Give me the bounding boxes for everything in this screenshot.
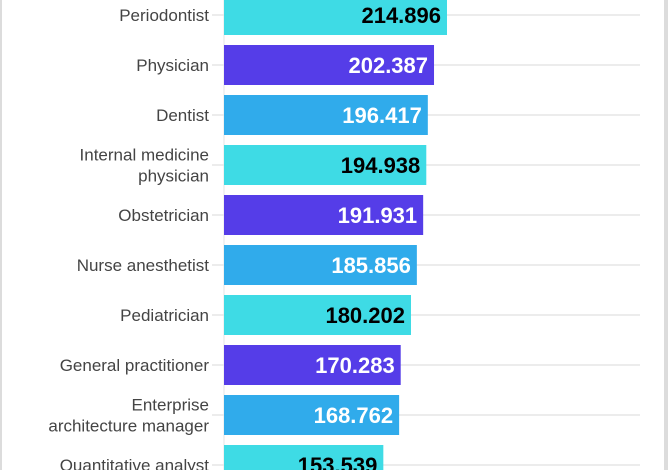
value-label: 191.931 [338, 203, 418, 228]
value-label: 194.938 [341, 153, 421, 178]
category-label: Dentist [156, 106, 209, 125]
category-label: Nurse anesthetist [77, 256, 210, 275]
category-label-line: Obstetrician [118, 206, 209, 225]
category-label-line: Periodontist [119, 6, 209, 25]
bar [224, 345, 401, 385]
bar [224, 295, 411, 335]
category-label-line: Nurse anesthetist [77, 256, 210, 275]
bar [224, 195, 424, 235]
bar [224, 445, 384, 470]
category-label: Quantitative analyst [60, 456, 210, 470]
bar [224, 395, 400, 435]
category-label-line: physician [138, 167, 209, 186]
category-label-line: Dentist [156, 106, 209, 125]
bar [224, 45, 435, 85]
category-label-line: architecture manager [48, 417, 209, 436]
category-label: Physician [136, 56, 209, 75]
bar [224, 95, 428, 135]
value-label: 185.856 [331, 253, 411, 278]
value-label: 168.762 [314, 403, 394, 428]
category-label: Periodontist [119, 6, 209, 25]
value-label: 214.896 [361, 3, 441, 28]
value-label: 202.387 [348, 53, 428, 78]
category-label-line: Internal medicine [80, 146, 209, 165]
category-label-line: Quantitative analyst [60, 456, 210, 470]
category-label: Obstetrician [118, 206, 209, 225]
bar [224, 145, 427, 185]
category-label-line: Enterprise [132, 396, 209, 415]
bar [224, 245, 417, 285]
category-label: General practitioner [60, 356, 210, 375]
category-label-line: Pediatrician [120, 306, 209, 325]
category-label: Internal medicine physician [80, 146, 209, 186]
value-label: 196.417 [342, 103, 422, 128]
category-label: Enterprise architecture manager [48, 396, 209, 436]
category-label-line: Physician [136, 56, 209, 75]
value-label: 180.202 [325, 303, 405, 328]
bar [224, 0, 447, 35]
value-label: 170.283 [315, 353, 395, 378]
category-label: Pediatrician [120, 306, 209, 325]
value-label: 153.539 [298, 453, 378, 470]
category-label-line: General practitioner [60, 356, 210, 375]
